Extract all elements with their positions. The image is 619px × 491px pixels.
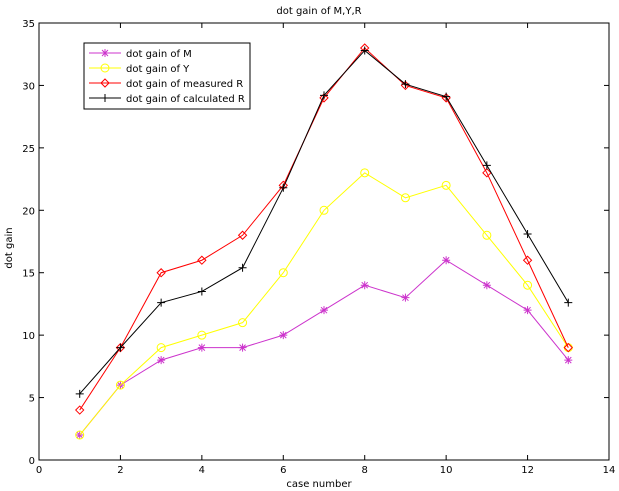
legend-label: dot gain of Y <box>126 64 190 75</box>
data-point <box>442 92 451 101</box>
data-point <box>441 180 451 190</box>
y-tick-label: 20 <box>22 206 35 217</box>
data-point <box>156 343 166 353</box>
series-dot-gain-of-m <box>75 256 573 440</box>
x-axis-label: case number <box>286 479 352 490</box>
data-point <box>157 356 166 365</box>
x-tick-label: 4 <box>199 465 205 476</box>
y-axis-label: dot gain <box>4 227 15 268</box>
data-point <box>115 380 125 390</box>
data-point <box>101 49 109 57</box>
legend-label: dot gain of measured R <box>126 79 243 90</box>
data-point <box>401 80 410 89</box>
legend: dot gain of M dot gain of Y dot gain of me… <box>83 42 251 110</box>
data-point <box>238 343 247 352</box>
data-point <box>523 280 533 290</box>
x-tick-label: 8 <box>362 465 368 476</box>
data-point <box>278 268 288 278</box>
data-point <box>320 306 328 315</box>
data-point <box>482 168 492 178</box>
data-point <box>197 330 207 340</box>
data-point <box>157 298 166 307</box>
data-point <box>75 405 85 415</box>
x-tick-label: 6 <box>280 465 286 476</box>
y-tick-label: 30 <box>22 81 35 92</box>
data-point <box>156 268 166 278</box>
data-point <box>197 287 206 296</box>
x-tick-label: 14 <box>603 465 616 476</box>
legend-label: dot gain of calculated R <box>126 94 245 105</box>
data-point <box>237 230 248 240</box>
x-tick-label: 12 <box>521 465 534 476</box>
legend-item: dot gain of M <box>89 49 192 60</box>
y-tick-label: 0 <box>29 456 35 467</box>
data-point <box>523 230 532 239</box>
data-point <box>238 318 248 328</box>
plot-area <box>75 43 573 440</box>
data-point <box>482 161 491 170</box>
chart-title: dot gain of M,Y,R <box>276 6 361 17</box>
data-point <box>320 91 328 100</box>
y-tick-label: 25 <box>22 144 35 155</box>
data-point <box>75 389 84 398</box>
series-dot-gain-of-calculated-r <box>75 46 573 398</box>
x-tick-label: 10 <box>440 465 453 476</box>
legend-item: dot gain of measured R <box>89 78 243 90</box>
data-point <box>442 256 451 265</box>
data-point <box>482 281 491 290</box>
y-tick-label: 35 <box>22 19 35 30</box>
axes-box <box>38 22 610 461</box>
series-dot-gain-of-y <box>75 168 573 440</box>
data-point <box>401 293 410 302</box>
data-point <box>197 255 207 265</box>
data-point <box>75 430 85 440</box>
data-point <box>522 255 533 265</box>
data-point <box>360 281 369 290</box>
data-point <box>101 94 109 102</box>
series-line <box>79 172 569 436</box>
legend-item: dot gain of calculated R <box>89 94 245 105</box>
data-point <box>319 205 329 215</box>
data-point <box>197 343 206 352</box>
data-point <box>116 343 125 352</box>
x-tick-label: 2 <box>117 465 123 476</box>
y-tick-label: 15 <box>22 269 35 280</box>
data-point <box>100 78 110 88</box>
data-point <box>100 63 110 73</box>
data-point <box>523 306 532 315</box>
data-point <box>400 193 410 203</box>
data-point <box>279 183 288 192</box>
axes: 0 2 4 6 8 10 12 14 0 5 10 15 20 25 30 35 <box>22 19 615 476</box>
data-point <box>279 331 288 340</box>
y-tick-label: 10 <box>22 331 35 342</box>
data-point <box>319 93 329 103</box>
legend-item: dot gain of Y <box>89 63 190 75</box>
y-tick-label: 5 <box>29 394 35 405</box>
data-point <box>563 342 573 353</box>
data-point <box>564 356 573 365</box>
data-point <box>360 168 370 178</box>
data-point <box>238 263 247 272</box>
data-point <box>75 431 84 440</box>
data-point <box>482 230 492 240</box>
series-line <box>79 259 569 436</box>
data-point <box>564 298 573 307</box>
data-point <box>360 46 369 55</box>
legend-label: dot gain of M <box>126 49 192 60</box>
x-tick-label: 0 <box>36 465 42 476</box>
